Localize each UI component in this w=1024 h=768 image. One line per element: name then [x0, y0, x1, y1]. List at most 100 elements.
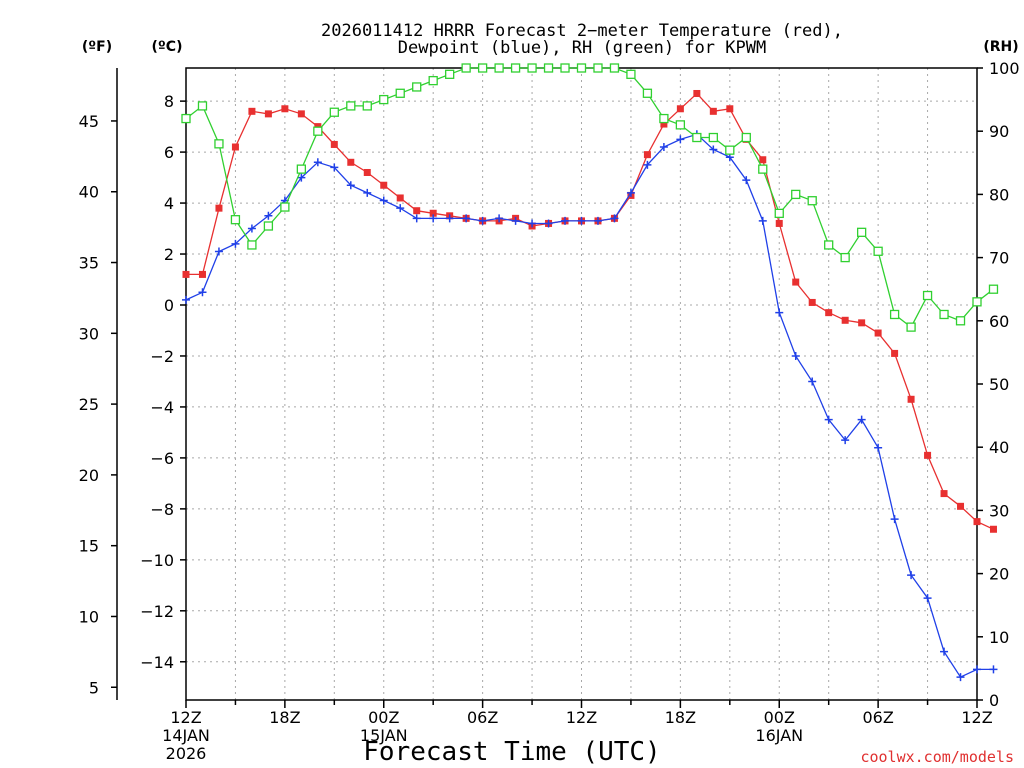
temperature-point [297, 110, 305, 118]
dewpoint-point [890, 515, 899, 524]
fahrenheit-tick-label: 20 [79, 466, 99, 485]
x-axis-label: Forecast Time (UTC) [363, 737, 660, 767]
rh-point [296, 164, 307, 174]
dewpoint-point [742, 176, 751, 185]
rh-point [593, 63, 603, 73]
rh-point [230, 215, 241, 225]
dewpoint-point [264, 211, 273, 220]
celsius-tick-label: 2 [164, 245, 174, 264]
dewpoint-point [676, 135, 685, 144]
dewpoint-point [247, 224, 256, 233]
rh-point [609, 63, 620, 73]
fahrenheit-tick-label: 5 [89, 678, 99, 697]
rh-point [543, 63, 554, 73]
temperature-point [759, 156, 767, 164]
rh-tick-label: 30 [989, 501, 1009, 520]
temperature-point [264, 110, 272, 118]
chart-title-line2: Dewpoint (blue), RH (green) for KPWM [398, 38, 766, 58]
rh-point [856, 227, 867, 237]
dewpoint-line [185, 133, 994, 678]
fahrenheit-tick-label: 25 [79, 395, 99, 414]
rh-point [428, 75, 438, 86]
temperature-point [182, 270, 190, 278]
dewpoint-point [561, 216, 570, 225]
rh-point [807, 196, 817, 206]
dewpoint-point [758, 216, 767, 225]
rh-point [840, 252, 850, 263]
series-group [181, 63, 999, 682]
rh-point [642, 88, 653, 98]
temperature-point [775, 219, 783, 227]
chart-title-line1: 2026011412 HRRR Forecast 2−meter Tempera… [321, 21, 843, 41]
temperature-point [281, 105, 289, 113]
dewpoint-point [610, 214, 619, 223]
celsius-tick-label: −8 [150, 500, 174, 519]
rh-point [725, 145, 735, 155]
temperature-point [808, 298, 816, 306]
rh-point [494, 63, 504, 73]
rh-point [955, 316, 966, 326]
dewpoint-point [297, 173, 306, 182]
rh-tick-label: 50 [989, 375, 1009, 394]
rh-point [263, 221, 274, 231]
time-tick-label: 00Z [368, 708, 399, 727]
temperature-point [907, 395, 915, 403]
dewpoint-point [626, 188, 635, 197]
dewpoint-point [808, 377, 817, 386]
rh-tick-label: 80 [989, 185, 1009, 204]
rh-point [708, 132, 718, 143]
temperature-point [726, 105, 734, 113]
rh-point [247, 240, 257, 250]
dewpoint-point [709, 145, 718, 154]
dewpoint-point [973, 665, 981, 674]
dewpoint-point [643, 160, 652, 169]
dewpoint-point [923, 594, 932, 603]
celsius-tick-label: 8 [164, 92, 174, 111]
celsius-tick-label: −12 [140, 602, 174, 621]
rh-unit-label: (RH) [983, 39, 1018, 55]
dewpoint-point [445, 214, 454, 223]
temperature-point [330, 140, 338, 148]
rh-point [214, 139, 224, 149]
celsius-tick-label: −4 [150, 398, 174, 417]
dewpoint-point [396, 204, 405, 213]
rh-point [675, 120, 686, 130]
temperature-point [940, 490, 948, 498]
fahrenheit-tick-label: 15 [79, 537, 99, 556]
rh-point [972, 297, 982, 307]
dewpoint-point [841, 436, 850, 445]
year-label: 2026 [166, 744, 207, 763]
time-tick-label: 18Z [269, 708, 300, 727]
rh-point [412, 82, 422, 92]
dewpoint-point [544, 219, 553, 228]
temperature-point [198, 270, 206, 278]
rh-point [379, 94, 389, 105]
rh-point [362, 101, 372, 111]
dewpoint-point [956, 673, 965, 682]
dewpoint-point [462, 214, 471, 223]
dewpoint-point [198, 288, 207, 297]
temperature-point [215, 204, 223, 212]
fahrenheit-tick-label: 35 [79, 254, 99, 273]
fahrenheit-unit-label: (ºF) [82, 39, 112, 55]
celsius-tick-label: −6 [150, 449, 174, 468]
time-tick-label: 12Z [170, 708, 201, 727]
rh-point [313, 126, 323, 136]
celsius-tick-label: 6 [164, 143, 174, 162]
dewpoint-point [989, 665, 998, 674]
rh-tick-label: 10 [989, 628, 1009, 647]
time-tick-label: 06Z [862, 708, 893, 727]
dewpoint-point [379, 196, 388, 205]
temperature-point [347, 158, 355, 166]
rh-tick-label: 90 [989, 122, 1009, 141]
dewpoint-point [346, 181, 355, 190]
temperature-point [973, 518, 981, 526]
rh-point [774, 208, 784, 219]
celsius-tick-label: 0 [164, 296, 174, 315]
rh-point [527, 63, 537, 73]
celsius-tick-label: 4 [164, 194, 174, 213]
rh-point [280, 202, 290, 212]
dewpoint-point [330, 163, 339, 172]
